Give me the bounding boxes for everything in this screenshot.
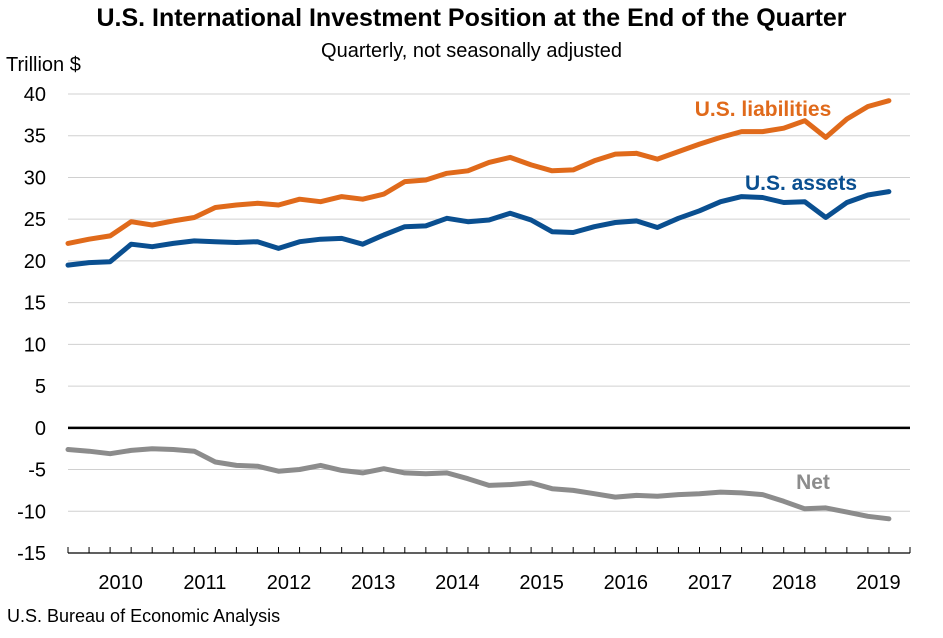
x-tick-label: 2017 (688, 572, 733, 594)
y-axis-ticks: 40 35 30 25 20 15 10 5 0 -5 -10 -15 (17, 84, 46, 565)
x-tick-label: 2012 (267, 572, 312, 594)
y-tick-label: 0 (35, 418, 46, 440)
x-tick-label: 2010 (98, 572, 143, 594)
y-tick-label: -5 (28, 460, 46, 482)
source-note: U.S. Bureau of Economic Analysis (7, 606, 281, 626)
y-axis-label: Trillion $ (6, 54, 81, 76)
y-tick-label: 20 (24, 251, 46, 273)
y-tick-label: 35 (24, 126, 46, 148)
series-label: U.S. liabilities (695, 98, 832, 121)
x-axis: 2010 2011 2012 2013 2014 2015 2016 2017 2018 2019 (67, 547, 911, 594)
x-tick-label: 2018 (772, 572, 817, 594)
y-tick-label: 40 (24, 84, 46, 106)
x-tick-label: 2016 (604, 572, 649, 594)
y-tick-label: 10 (24, 334, 46, 356)
series-label: U.S. assets (745, 172, 857, 195)
y-tick-label: 5 (35, 376, 46, 398)
x-tick-label: 2013 (351, 572, 396, 594)
x-tick-label: 2015 (519, 572, 564, 594)
chart-subtitle: Quarterly, not seasonally adjusted (321, 40, 622, 62)
series-lines (65, 98, 892, 522)
chart-title: U.S. International Investment Position a… (96, 4, 847, 32)
series-label: Net (796, 471, 830, 494)
y-tick-label: -10 (17, 501, 46, 523)
y-tick-label: 15 (24, 293, 46, 315)
y-tick-label: -15 (17, 543, 46, 565)
x-tick-label: 2011 (183, 572, 226, 594)
x-tick-label: 2014 (435, 572, 480, 594)
series-line (65, 189, 892, 268)
y-tick-label: 30 (24, 167, 46, 189)
series-line (65, 98, 892, 246)
y-tick-label: 25 (24, 209, 46, 231)
series-line (65, 446, 892, 522)
x-tick-label: 2019 (856, 572, 901, 594)
series-labels: U.S. liabilities U.S. assets Net (695, 98, 857, 494)
